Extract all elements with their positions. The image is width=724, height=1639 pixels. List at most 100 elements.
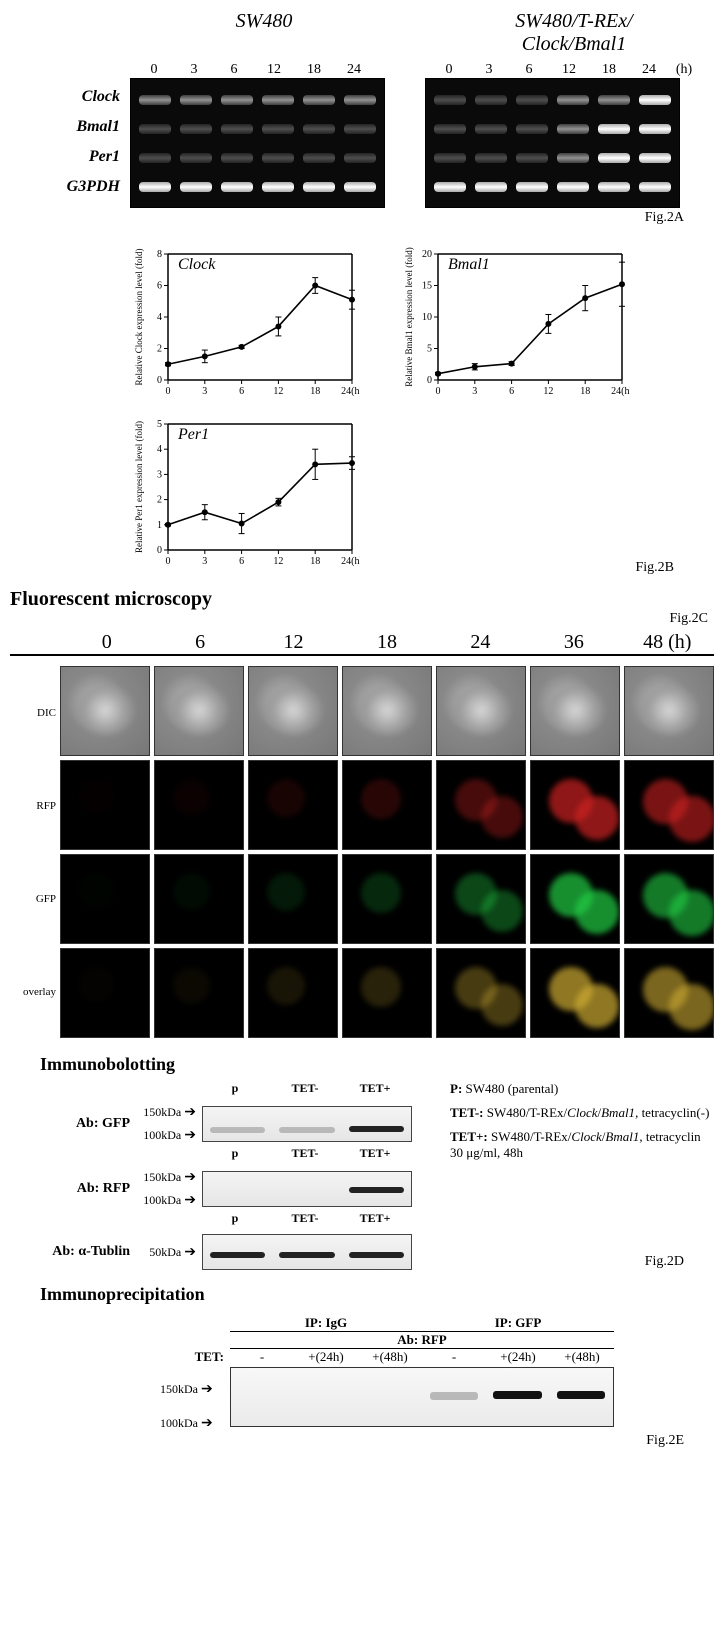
fm-grid: DICRFPGFPoverlay bbox=[10, 666, 714, 1038]
fig2e-tag: Fig.2E bbox=[10, 1433, 714, 1449]
gel-panels: ClockBmal1Per1G3PDH 036121824 036121824(… bbox=[40, 62, 714, 208]
gel-row-label: Per1 bbox=[40, 142, 120, 172]
immunoblot-wrap: pTET-TET+Ab: GFP150kDa ➔100kDa ➔pTET-TET… bbox=[10, 1081, 714, 1272]
fm-cell bbox=[530, 666, 620, 756]
gel-band bbox=[475, 153, 507, 163]
gel-timepoint: 18 bbox=[589, 62, 629, 78]
gel-band bbox=[180, 124, 212, 134]
gel-row-label: Bmal1 bbox=[40, 112, 120, 142]
fm-cell bbox=[624, 666, 714, 756]
gel-timepoint: 0 bbox=[134, 62, 174, 78]
svg-text:20: 20 bbox=[422, 249, 432, 260]
gel-band bbox=[557, 124, 589, 134]
svg-text:1: 1 bbox=[157, 520, 162, 531]
ib-antibody-label: Ab: GFP bbox=[30, 1116, 130, 1132]
fm-cell bbox=[624, 760, 714, 850]
ib-lane-header: TET+ bbox=[340, 1081, 410, 1096]
ip-title: Immunoprecipitation bbox=[40, 1284, 714, 1305]
gel-timepoint: 18 bbox=[294, 62, 334, 78]
svg-text:6: 6 bbox=[157, 281, 162, 292]
gel-timepoint: 24 bbox=[334, 62, 374, 78]
gel-band bbox=[344, 153, 376, 163]
svg-text:3: 3 bbox=[472, 386, 477, 397]
svg-text:12: 12 bbox=[543, 386, 553, 397]
fm-cell bbox=[342, 948, 432, 1038]
gel-timepoint: 3 bbox=[469, 62, 509, 78]
svg-text:18: 18 bbox=[310, 556, 320, 567]
chart-title: Bmal1 bbox=[448, 256, 490, 274]
gel-timepoint: 6 bbox=[214, 62, 254, 78]
gel-band bbox=[221, 153, 253, 163]
chart-title: Clock bbox=[178, 256, 215, 274]
ib-legend-line: TET-: SW480/T-REx/Clock/Bmal1, tetracycl… bbox=[450, 1105, 710, 1121]
ib-blot bbox=[202, 1234, 412, 1270]
fm-cell bbox=[248, 948, 338, 1038]
chart-title: Per1 bbox=[178, 426, 209, 444]
fm-row-labels: DICRFPGFPoverlay bbox=[10, 666, 60, 1038]
gel-band bbox=[639, 95, 671, 105]
gel-band bbox=[262, 95, 294, 105]
gel-band bbox=[262, 124, 294, 134]
gel-right: 036121824(h) bbox=[425, 62, 699, 208]
fm-cell bbox=[342, 854, 432, 944]
gel-band bbox=[139, 124, 171, 134]
fig2a-tag: Fig.2A bbox=[10, 210, 714, 226]
ip-tet-label: TET: bbox=[180, 1349, 230, 1365]
gel-band bbox=[639, 124, 671, 134]
gel-timepoint: 12 bbox=[549, 62, 589, 78]
fm-title: Fluorescent microscopy bbox=[10, 588, 714, 611]
gel-row-label: G3PDH bbox=[40, 172, 120, 202]
gel-timepoint-unit: (h) bbox=[669, 62, 699, 78]
gel-header-left: SW480 bbox=[134, 10, 394, 56]
gel-timepoints-right: 036121824(h) bbox=[425, 62, 699, 78]
ib-blot bbox=[202, 1171, 412, 1207]
chart-svg: 05101520036121824(h)Relative Bmal1 expre… bbox=[400, 246, 630, 406]
svg-text:18: 18 bbox=[580, 386, 590, 397]
immunoblot-panels: pTET-TET+Ab: GFP150kDa ➔100kDa ➔pTET-TET… bbox=[10, 1081, 430, 1272]
svg-text:5: 5 bbox=[427, 344, 432, 355]
ib-antibody-label: Ab: RFP bbox=[30, 1181, 130, 1197]
ip-tet-col: - bbox=[230, 1349, 294, 1365]
ip-tet-col: - bbox=[422, 1349, 486, 1365]
gel-timepoint: 12 bbox=[254, 62, 294, 78]
fm-cell bbox=[530, 760, 620, 850]
gel-timepoint: 3 bbox=[174, 62, 214, 78]
fm-cell bbox=[154, 854, 244, 944]
fm-cell bbox=[154, 666, 244, 756]
fm-row-label: DIC bbox=[10, 707, 56, 719]
charts-row-1: 02468036121824(h)Relative Clock expressi… bbox=[130, 246, 714, 406]
fm-timepoint: 6 bbox=[153, 631, 246, 654]
fm-timepoint: 36 bbox=[527, 631, 620, 654]
ip-tet-col: +(24h) bbox=[486, 1349, 550, 1365]
svg-text:24(h): 24(h) bbox=[341, 556, 360, 567]
fm-cell bbox=[248, 854, 338, 944]
ib-lane-header: TET+ bbox=[340, 1211, 410, 1226]
ip-group-igg: IP: IgG bbox=[230, 1315, 422, 1332]
fm-cell bbox=[342, 760, 432, 850]
gel-band bbox=[475, 182, 507, 192]
svg-text:0: 0 bbox=[157, 375, 162, 386]
svg-text:12: 12 bbox=[273, 386, 283, 397]
gel-band bbox=[475, 124, 507, 134]
svg-text:Relative Clock expression leve: Relative Clock expression level (fold) bbox=[134, 249, 144, 386]
fm-cell bbox=[530, 854, 620, 944]
gel-band bbox=[598, 124, 630, 134]
ib-mw-marker: 100kDa ➔ bbox=[136, 1192, 196, 1209]
fm-cell bbox=[248, 760, 338, 850]
ip-tet-col: +(24h) bbox=[294, 1349, 358, 1365]
gel-band bbox=[303, 95, 335, 105]
ip-blot bbox=[230, 1367, 614, 1427]
gel-band bbox=[598, 182, 630, 192]
fm-timepoint: 48 (h) bbox=[621, 631, 714, 654]
gel-row-label: Clock bbox=[40, 82, 120, 112]
svg-text:3: 3 bbox=[202, 556, 207, 567]
svg-text:0: 0 bbox=[436, 386, 441, 397]
ib-lane-header: p bbox=[200, 1081, 270, 1096]
svg-text:10: 10 bbox=[422, 312, 432, 323]
ib-lane-header: TET+ bbox=[340, 1146, 410, 1161]
gel-band bbox=[639, 153, 671, 163]
svg-text:2: 2 bbox=[157, 495, 162, 506]
gel-band bbox=[180, 95, 212, 105]
ib-antibody-label: Ab: α-Tublin bbox=[30, 1244, 130, 1260]
fm-cell bbox=[342, 666, 432, 756]
